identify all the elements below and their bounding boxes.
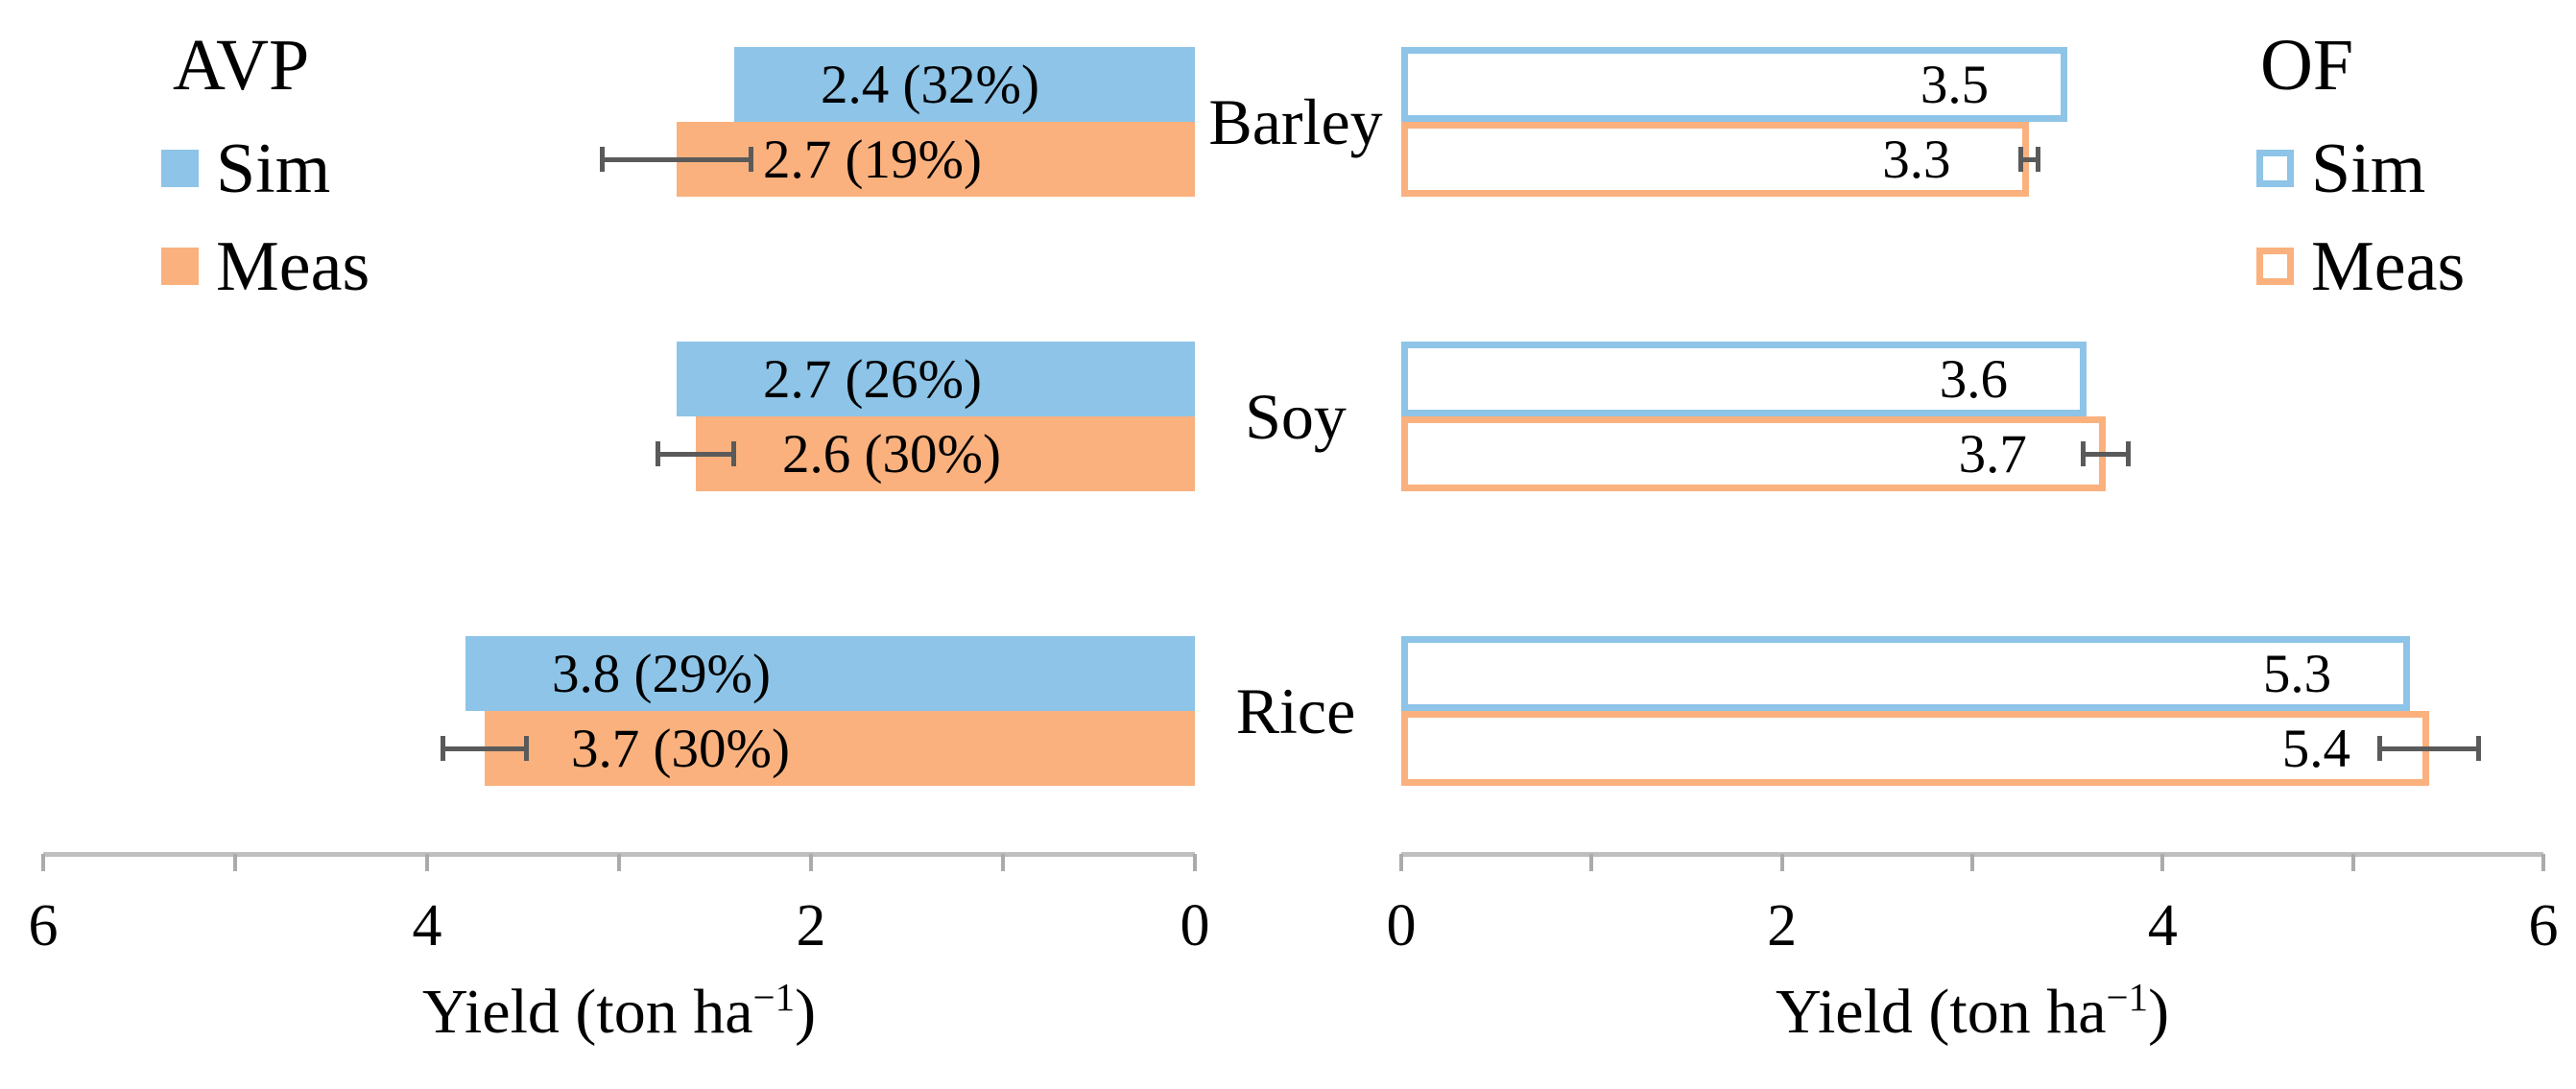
error-bar-line — [2017, 156, 2041, 162]
error-bar-line — [2377, 746, 2481, 751]
x-axis-tick-label: 4 — [412, 893, 442, 959]
bar-data-label: 3.5 — [1920, 54, 1990, 115]
legend-swatch-meas — [161, 248, 199, 285]
bar-of-meas-rice: 5.4 — [1401, 711, 2429, 786]
category-label-barley: Barley — [1208, 85, 1383, 158]
axis-title-text: ) — [795, 977, 817, 1047]
error-bar-of-rice — [2377, 736, 2481, 761]
error-bar-cap-low — [2377, 736, 2383, 761]
bar-of-sim-barley: 3.5 — [1401, 47, 2068, 122]
legend-label-sim: Sim — [216, 129, 331, 208]
error-bar-cap-low — [441, 736, 445, 761]
x-axis-tick — [1779, 854, 1784, 871]
category-label-soy: Soy — [1245, 380, 1347, 453]
error-bar-avp-rice — [441, 736, 529, 761]
legend-item-avp-meas: Meas — [161, 231, 370, 302]
bar-avp-meas-soy: 2.6 (30%) — [696, 416, 1195, 491]
axis-title-text: ) — [2148, 977, 2170, 1047]
legend-of-title: OF — [2260, 25, 2354, 106]
error-bar-cap-low — [2081, 441, 2087, 466]
x-axis-tick — [2540, 854, 2545, 871]
x-axis-tick — [1001, 854, 1005, 871]
error-bar-cap-high — [2475, 736, 2481, 761]
x-axis-tick — [41, 854, 45, 871]
error-bar-line — [2081, 451, 2131, 457]
legend-label-meas: Meas — [216, 226, 370, 306]
x-axis-title-of: Yield (ton ha−1) — [1776, 978, 2169, 1044]
error-bar-cap-low — [2017, 147, 2023, 172]
x-axis-tick — [1969, 854, 1974, 871]
bar-data-label: 3.7 — [1958, 423, 2027, 485]
legend-swatch-sim — [161, 150, 199, 187]
x-axis-title-avp: Yield (ton ha−1) — [422, 978, 816, 1044]
legend-swatch-sim — [2256, 150, 2294, 187]
legend-swatch-meas — [2256, 248, 2294, 285]
bar-data-label: 5.4 — [2281, 718, 2350, 779]
error-bar-avp-barley — [600, 147, 753, 172]
x-axis-tick — [1193, 854, 1197, 871]
x-axis-tick-label: 2 — [1767, 893, 1798, 959]
bar-of-meas-soy: 3.7 — [1401, 416, 2106, 491]
x-axis-tick-label: 4 — [2147, 893, 2178, 959]
bar-of-sim-rice: 5.3 — [1401, 636, 2411, 711]
error-bar-cap-low — [600, 147, 605, 172]
error-bar-line — [441, 746, 529, 751]
error-bar-cap-high — [2036, 147, 2041, 172]
x-axis-tick — [425, 854, 429, 871]
axis-title-text: −1 — [2106, 976, 2149, 1019]
error-bar-of-soy — [2081, 441, 2131, 466]
legend-avp-title: AVP — [173, 25, 310, 106]
x-axis-tick — [1399, 854, 1403, 871]
legend-item-avp-sim: Sim — [161, 133, 330, 204]
error-bar-line — [656, 451, 736, 457]
x-axis-tick-label: 6 — [28, 893, 59, 959]
bar-data-label: 2.7 (26%) — [763, 348, 982, 410]
x-axis-tick-label: 2 — [796, 893, 826, 959]
bar-data-label: 3.3 — [1882, 129, 1951, 190]
legend-label-sim: Sim — [2311, 129, 2426, 208]
x-axis-tick — [617, 854, 621, 871]
axis-title-text: Yield (ton ha — [421, 977, 753, 1047]
bar-avp-meas-rice: 3.7 (30%) — [485, 711, 1195, 786]
error-bar-cap-high — [749, 147, 753, 172]
error-bar-cap-high — [731, 441, 736, 466]
bar-data-label: 2.6 (30%) — [782, 423, 1001, 485]
x-axis-tick — [233, 854, 237, 871]
x-axis-tick-label: 6 — [2528, 893, 2559, 959]
axis-title-text: Yield (ton ha — [1775, 977, 2107, 1047]
bar-avp-meas-barley: 2.7 (19%) — [677, 122, 1195, 197]
error-bar-cap-low — [656, 441, 660, 466]
error-bar-avp-soy — [656, 441, 736, 466]
error-bar-cap-high — [2125, 441, 2131, 466]
bar-data-label: 3.8 (29%) — [552, 643, 771, 704]
x-axis-tick — [1589, 854, 1594, 871]
bar-avp-sim-barley: 2.4 (32%) — [734, 47, 1195, 122]
x-axis-tick — [2350, 854, 2355, 871]
bar-data-label: 3.7 (30%) — [571, 718, 790, 779]
legend-label-meas: Meas — [2311, 226, 2466, 306]
error-bar-line — [600, 156, 753, 162]
bar-of-sim-soy: 3.6 — [1401, 342, 2087, 416]
legend-item-of-meas: Meas — [2256, 231, 2465, 302]
x-axis-tick-label: 0 — [1386, 893, 1417, 959]
bar-data-label: 2.7 (19%) — [763, 129, 982, 190]
bar-data-label: 5.3 — [2262, 643, 2332, 704]
category-label-rice: Rice — [1235, 675, 1356, 747]
error-bar-cap-high — [524, 736, 529, 761]
bar-data-label: 3.6 — [1939, 348, 2008, 410]
x-axis-tick — [2160, 854, 2165, 871]
bar-data-label: 2.4 (32%) — [821, 54, 1039, 115]
x-axis-tick — [809, 854, 813, 871]
bar-of-meas-barley: 3.3 — [1401, 122, 2030, 197]
bar-avp-sim-rice: 3.8 (29%) — [465, 636, 1195, 711]
legend-item-of-sim: Sim — [2256, 133, 2425, 204]
bar-avp-sim-soy: 2.7 (26%) — [677, 342, 1195, 416]
axis-title-text: −1 — [752, 976, 796, 1019]
x-axis-tick-label: 0 — [1180, 893, 1210, 959]
error-bar-of-barley — [2017, 147, 2041, 172]
